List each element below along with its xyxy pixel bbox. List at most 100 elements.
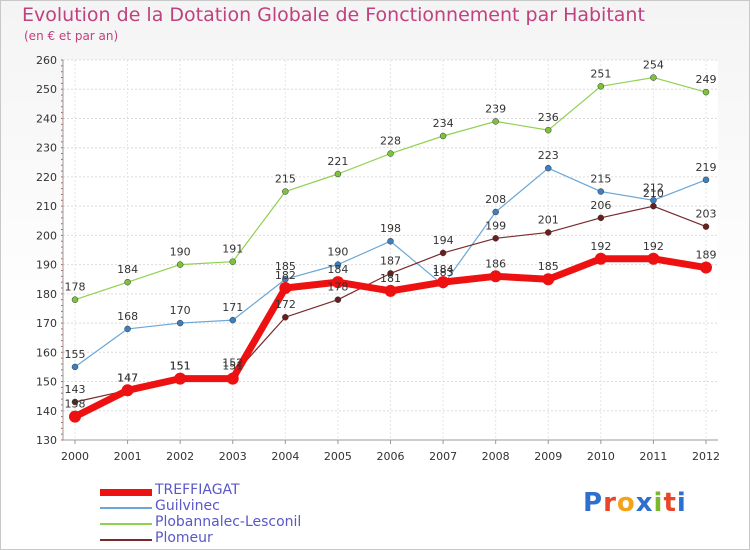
data-point-treffiagat bbox=[437, 276, 450, 289]
data-point-treffiagat bbox=[594, 252, 607, 265]
y-tick-label: 150 bbox=[36, 376, 57, 389]
data-label-plomeur: 178 bbox=[327, 281, 348, 294]
data-point-plobannalec-lesconil bbox=[124, 278, 131, 286]
data-point-plomeur bbox=[439, 249, 447, 257]
data-label-treffiagat: 184 bbox=[433, 263, 454, 276]
data-point-plobannalec-lesconil bbox=[387, 150, 394, 157]
data-label-plomeur: 172 bbox=[275, 298, 296, 311]
data-point-plomeur bbox=[702, 223, 710, 230]
data-point-guilvinec bbox=[176, 319, 184, 327]
legend-label: TREFFIAGAT bbox=[155, 482, 240, 498]
data-point-guilvinec bbox=[492, 208, 499, 216]
data-label-guilvinec: 155 bbox=[65, 348, 86, 361]
data-point-plomeur bbox=[282, 313, 289, 321]
logo-letter: P bbox=[583, 488, 604, 518]
x-tick-label: 2009 bbox=[534, 450, 562, 463]
data-point-treffiagat bbox=[174, 372, 187, 385]
y-tick-label: 200 bbox=[36, 229, 57, 242]
data-point-guilvinec bbox=[597, 188, 605, 195]
data-label-plomeur: 201 bbox=[538, 213, 559, 226]
data-point-plobannalec-lesconil bbox=[439, 132, 447, 140]
data-point-plobannalec-lesconil bbox=[545, 126, 552, 134]
data-label-plomeur: 147 bbox=[117, 371, 138, 384]
data-label-guilvinec: 185 bbox=[275, 260, 296, 273]
legend-swatch bbox=[100, 523, 152, 525]
logo-letter: t bbox=[663, 488, 677, 518]
x-tick-label: 2004 bbox=[271, 450, 299, 463]
y-tick-label: 240 bbox=[36, 112, 57, 125]
data-point-guilvinec bbox=[334, 261, 342, 268]
data-point-plomeur bbox=[387, 270, 394, 277]
data-point-treffiagat bbox=[542, 273, 555, 286]
x-tick-label: 2007 bbox=[429, 450, 457, 463]
data-point-guilvinec bbox=[71, 363, 79, 371]
x-tick-label: 2010 bbox=[587, 450, 615, 463]
proxiti-logo: Proxiti bbox=[583, 488, 687, 518]
data-label-treffiagat: 185 bbox=[538, 260, 559, 273]
data-point-plobannalec-lesconil bbox=[71, 296, 79, 303]
data-point-treffiagat bbox=[700, 261, 712, 274]
legend-swatch bbox=[100, 539, 152, 541]
data-point-guilvinec bbox=[702, 176, 710, 184]
data-label-plobannalec-lesconil: 190 bbox=[170, 246, 191, 259]
data-label-plobannalec-lesconil: 249 bbox=[696, 73, 717, 86]
legend-label: Plobannalec-Lesconil bbox=[155, 514, 302, 530]
data-point-plomeur bbox=[71, 398, 79, 406]
x-tick-label: 2002 bbox=[166, 450, 194, 463]
data-label-plobannalec-lesconil: 236 bbox=[538, 111, 559, 124]
data-point-guilvinec bbox=[229, 316, 236, 324]
data-point-plomeur bbox=[597, 214, 605, 222]
data-label-treffiagat: 138 bbox=[65, 398, 86, 411]
data-point-plomeur bbox=[492, 235, 499, 242]
data-point-treffiagat bbox=[647, 252, 660, 265]
data-point-treffiagat bbox=[121, 384, 134, 397]
y-tick-label: 230 bbox=[36, 142, 57, 155]
data-label-plomeur: 199 bbox=[485, 219, 506, 232]
y-tick-label: 160 bbox=[36, 346, 57, 359]
legend-label: Guilvinec bbox=[155, 498, 220, 514]
data-label-guilvinec: 168 bbox=[117, 310, 138, 323]
data-label-plomeur: 203 bbox=[696, 208, 717, 221]
data-point-treffiagat bbox=[331, 276, 344, 289]
data-point-plobannalec-lesconil bbox=[597, 83, 605, 90]
data-label-treffiagat: 189 bbox=[696, 249, 717, 262]
x-tick-label: 2006 bbox=[377, 450, 405, 463]
data-label-plobannalec-lesconil: 178 bbox=[65, 281, 86, 294]
data-point-plobannalec-lesconil bbox=[650, 74, 657, 81]
y-tick-label: 260 bbox=[36, 54, 57, 67]
logo-letter: x bbox=[635, 488, 654, 518]
data-point-treffiagat bbox=[384, 284, 397, 297]
data-label-guilvinec: 215 bbox=[590, 173, 611, 186]
data-point-plobannalec-lesconil bbox=[176, 261, 184, 268]
y-tick-label: 170 bbox=[36, 317, 57, 330]
data-label-treffiagat: 192 bbox=[590, 240, 611, 253]
x-tick-label: 2000 bbox=[61, 450, 89, 463]
data-point-treffiagat bbox=[279, 282, 292, 294]
data-label-treffiagat: 151 bbox=[170, 360, 191, 373]
data-label-plobannalec-lesconil: 228 bbox=[380, 135, 401, 148]
y-tick-label: 140 bbox=[36, 405, 57, 418]
y-tick-label: 250 bbox=[36, 83, 57, 96]
data-label-treffiagat: 182 bbox=[275, 269, 296, 282]
data-point-plomeur bbox=[545, 229, 552, 236]
y-tick-label: 220 bbox=[36, 171, 57, 184]
data-point-plobannalec-lesconil bbox=[492, 118, 499, 125]
chart-title: Evolution de la Dotation Globale de Fonc… bbox=[22, 4, 645, 26]
x-tick-label: 2011 bbox=[639, 450, 667, 463]
data-label-guilvinec: 219 bbox=[696, 161, 717, 174]
chart-subtitle: (en € et par an) bbox=[24, 29, 119, 43]
data-point-plobannalec-lesconil bbox=[702, 88, 710, 96]
data-point-treffiagat bbox=[69, 410, 81, 423]
data-label-guilvinec: 208 bbox=[485, 193, 506, 206]
logo-letter: o bbox=[616, 488, 636, 518]
y-tick-label: 130 bbox=[36, 434, 57, 447]
data-label-guilvinec: 198 bbox=[380, 222, 401, 235]
x-tick-label: 2003 bbox=[219, 450, 247, 463]
y-tick-label: 180 bbox=[36, 288, 57, 301]
data-point-plobannalec-lesconil bbox=[334, 170, 342, 178]
data-label-plobannalec-lesconil: 239 bbox=[485, 102, 506, 115]
data-label-treffiagat: 181 bbox=[380, 272, 401, 285]
data-point-guilvinec bbox=[124, 325, 131, 333]
data-point-guilvinec bbox=[387, 237, 394, 245]
